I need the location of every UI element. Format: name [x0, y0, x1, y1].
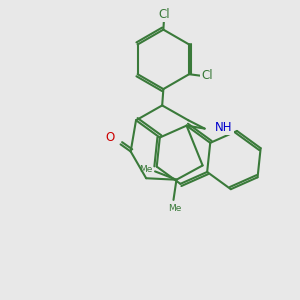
Text: Me: Me — [168, 204, 182, 213]
Text: Cl: Cl — [202, 69, 213, 82]
Text: Me: Me — [140, 165, 153, 174]
Text: O: O — [106, 131, 115, 144]
Text: Cl: Cl — [158, 8, 170, 21]
Text: NH: NH — [215, 121, 232, 134]
